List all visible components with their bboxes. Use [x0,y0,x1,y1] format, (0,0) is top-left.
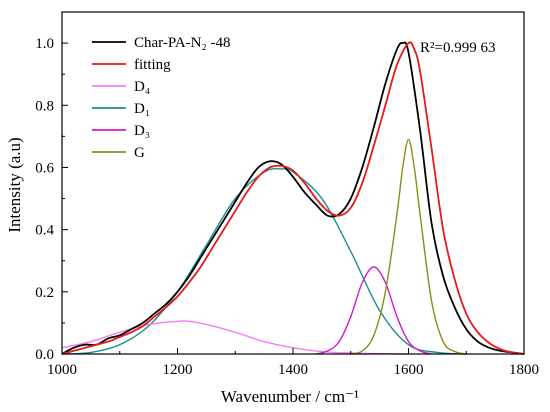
ticks-layer: 1000 1200 1400 1600 1800 0.0 0.2 0.4 0.6 0.8 1.0 [35,11,539,378]
legend-label: D₄ [134,79,150,95]
legend-label: D₃ [134,123,150,139]
legend: Char-PA-N₂ -48 fitting D₄ D₁ D₃ G [92,35,230,161]
legend-label: D₁ [134,101,150,117]
series-layer [61,41,525,355]
series-line-5 [350,138,467,355]
r-squared-annotation: R²=0.999 63 [420,40,495,56]
y-tick-label: 0.2 [35,285,54,301]
x-tick-label: 1800 [509,362,539,378]
plot-frame [61,11,525,355]
x-tick-label: 1000 [47,362,77,378]
series-line-0 [61,41,525,355]
y-tick-label: 0.0 [35,347,54,363]
series-line-1 [61,41,525,355]
y-axis-label: Intensity (a.u) [5,137,24,232]
y-tick-label: 0.4 [35,223,54,239]
series-line-4 [315,266,432,355]
x-axis-label: Wavenumber / cm⁻¹ [221,387,359,406]
legend-label: Char-PA-N₂ -48 [134,35,230,51]
series-line-3 [61,167,467,355]
x-tick-label: 1200 [163,362,193,378]
y-tick-label: 1.0 [35,36,54,52]
y-tick-label: 0.8 [35,98,54,114]
y-tick-label: 0.6 [35,160,54,176]
legend-label: G [134,145,145,161]
legend-label: fitting [134,57,171,73]
x-tick-label: 1400 [278,362,308,378]
series-line-2 [61,320,409,355]
x-tick-label: 1600 [394,362,424,378]
